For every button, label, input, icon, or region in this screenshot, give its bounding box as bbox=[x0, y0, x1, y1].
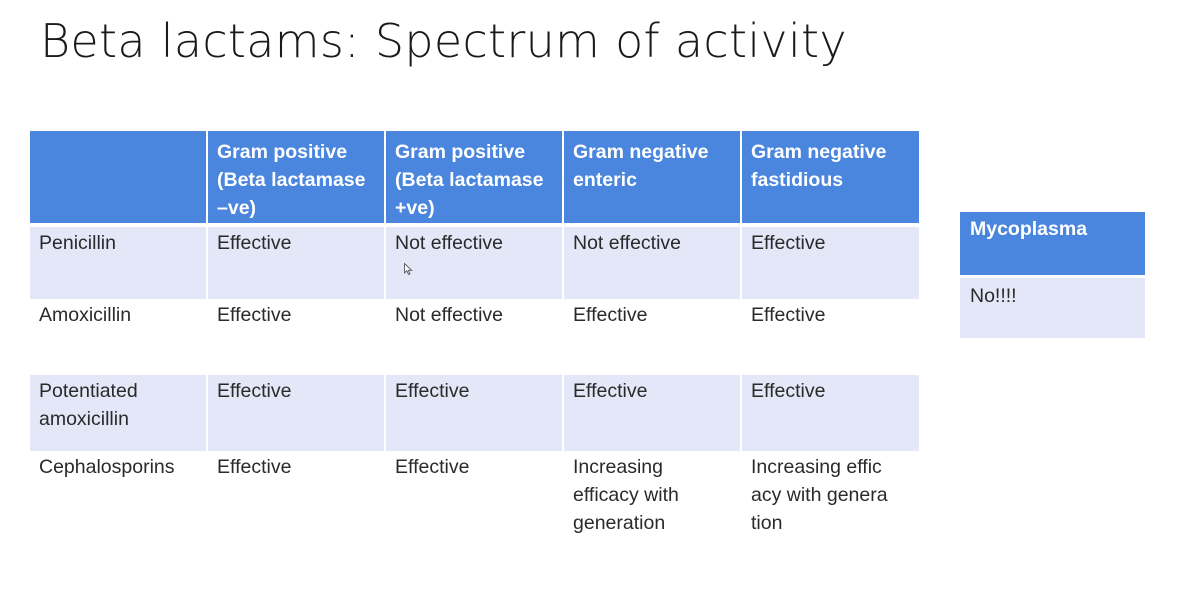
table-cell: Effective bbox=[208, 375, 384, 451]
table-cell: Increasing effic acy with genera tion bbox=[742, 451, 919, 563]
table-cell: Not effective bbox=[386, 223, 562, 299]
table-row: Amoxicillin Effective Not effective Effe… bbox=[30, 299, 919, 375]
header-gram-positive-bl-negative: Gram positive (Beta lactamase –ve) bbox=[208, 131, 384, 223]
table-row: Cephalosporins Effective Effective Incre… bbox=[30, 451, 919, 563]
table-cell: Effective bbox=[208, 223, 384, 299]
table-cell: Increasing efficacy with generation bbox=[564, 451, 740, 563]
table-cell: Effective bbox=[564, 375, 740, 451]
table-row: Potentiated amoxicillin Effective Effect… bbox=[30, 375, 919, 451]
table-header-row: Gram positive (Beta lactamase –ve) Gram … bbox=[30, 131, 919, 223]
table-cell: Effective bbox=[208, 299, 384, 375]
table-cell: Effective bbox=[564, 299, 740, 375]
table-cell: Effective bbox=[742, 375, 919, 451]
drug-name-cell: Potentiated amoxicillin bbox=[30, 375, 206, 451]
table-cell: Effective bbox=[386, 375, 562, 451]
table-row: Penicillin Effective Not effective Not e… bbox=[30, 223, 919, 299]
header-gram-positive-bl-positive: Gram positive (Beta lactamase +ve) bbox=[386, 131, 562, 223]
mycoplasma-table: Mycoplasma No!!!! bbox=[960, 212, 1145, 338]
mycoplasma-value: No!!!! bbox=[960, 274, 1145, 338]
table-cell: Effective bbox=[742, 299, 919, 375]
header-gram-negative-enteric: Gram negative enteric bbox=[564, 131, 740, 223]
spectrum-table: Gram positive (Beta lactamase –ve) Gram … bbox=[28, 131, 921, 563]
drug-name-cell: Penicillin bbox=[30, 223, 206, 299]
header-gram-negative-fastidious: Gram negative fastidious bbox=[742, 131, 919, 223]
slide-title: Beta lactams: Spectrum of activity bbox=[40, 14, 847, 68]
header-empty-cell bbox=[30, 131, 206, 223]
mycoplasma-header: Mycoplasma bbox=[960, 212, 1145, 276]
drug-name-cell: Cephalosporins bbox=[30, 451, 206, 563]
mouse-pointer-icon bbox=[404, 263, 413, 275]
table-cell: Not effective bbox=[386, 299, 562, 375]
drug-name-cell: Amoxicillin bbox=[30, 299, 206, 375]
table-cell: Effective bbox=[208, 451, 384, 563]
table-cell: Effective bbox=[386, 451, 562, 563]
table-cell: Effective bbox=[742, 223, 919, 299]
table-cell: Not effective bbox=[564, 223, 740, 299]
